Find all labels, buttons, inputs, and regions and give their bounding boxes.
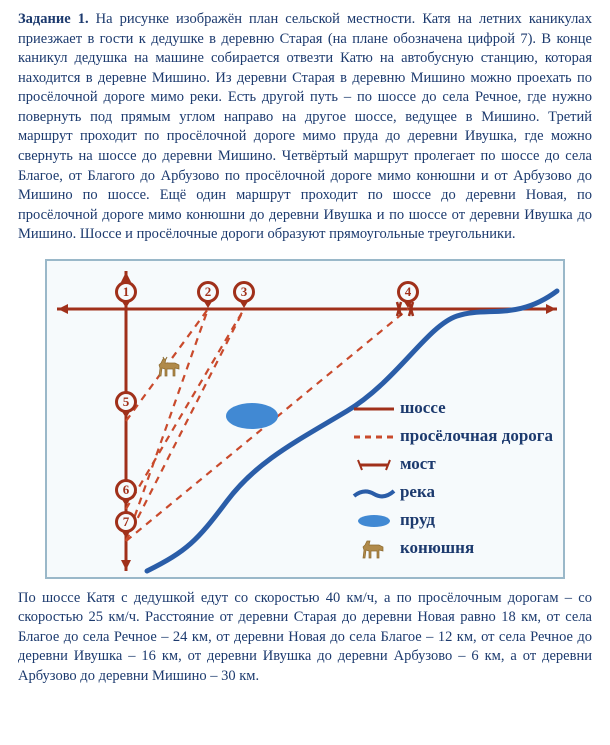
pond-sample-icon bbox=[348, 513, 400, 529]
river-sample-icon bbox=[348, 486, 400, 500]
stable-sample-icon bbox=[348, 538, 400, 560]
dirt-sample-icon bbox=[348, 433, 400, 441]
highway-sample-icon bbox=[348, 405, 400, 413]
task-paragraph-1: Задание 1. На рисунке изображён план сел… bbox=[18, 10, 592, 245]
legend-dirt: просёлочная дорога bbox=[348, 423, 553, 451]
task-paragraph-2: По шоссе Катя с дедушкой едут со скорост… bbox=[18, 589, 592, 687]
legend-pond: пруд bbox=[348, 507, 553, 535]
legend-bridge: мост bbox=[348, 451, 553, 479]
legend-stable: конюшня bbox=[348, 535, 553, 563]
horse-icon bbox=[157, 356, 183, 378]
legend-river: река bbox=[348, 479, 553, 507]
legend: шоссе просёлочная дорога мост bbox=[348, 395, 553, 563]
map-pin-6: 6 bbox=[115, 479, 137, 501]
legend-stable-label: конюшня bbox=[400, 537, 474, 560]
legend-river-label: река bbox=[400, 481, 435, 504]
map-pin-2: 2 bbox=[197, 281, 219, 303]
legend-bridge-label: мост bbox=[400, 453, 436, 476]
map-pin-4: 4 bbox=[397, 281, 419, 303]
map-pin-1: 1 bbox=[115, 281, 137, 303]
map-pin-5: 5 bbox=[115, 391, 137, 413]
map-pin-3: 3 bbox=[233, 281, 255, 303]
task-title: Задание 1. bbox=[18, 11, 89, 27]
legend-highway-label: шоссе bbox=[400, 397, 446, 420]
task-text-1: На рисунке изображён план сельской местн… bbox=[18, 11, 592, 242]
bridge-sample-icon bbox=[348, 458, 400, 472]
map: 1234567 шоссе просёлочная дорога bbox=[45, 259, 565, 579]
map-pin-7: 7 bbox=[115, 511, 137, 533]
legend-dirt-label: просёлочная дорога bbox=[400, 425, 553, 448]
legend-highway: шоссе bbox=[348, 395, 553, 423]
map-container: 1234567 шоссе просёлочная дорога bbox=[18, 259, 592, 579]
legend-pond-label: пруд bbox=[400, 509, 435, 532]
